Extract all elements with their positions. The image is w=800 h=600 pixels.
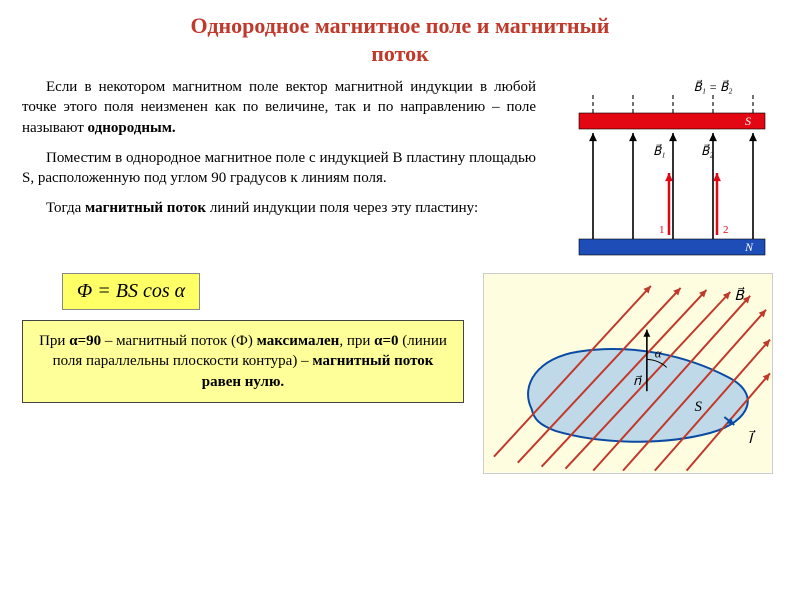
note-e: , при — [339, 333, 374, 349]
formula-text: Φ = BS cos α — [77, 280, 185, 302]
para-1: Если в некотором магнитном поле вектор м… — [22, 77, 536, 138]
svg-text:B⃗₁: B⃗₁ — [653, 143, 665, 158]
note-box: При α=90 – магнитный поток (Ф) максимале… — [22, 320, 464, 403]
figure-1-magnet: S N 1 2 B⃗₁ = B⃗₂ B⃗₁ B⃗₂ — [553, 77, 773, 267]
note-b: α=90 — [69, 333, 101, 349]
row-1: Если в некотором магнитном поле вектор м… — [22, 77, 778, 267]
para-3a: Тогда — [46, 200, 85, 216]
svg-text:S: S — [745, 114, 751, 128]
title-line-1: Однородное магнитное поле и магнитный — [191, 13, 610, 38]
svg-text:N: N — [744, 240, 754, 254]
svg-text:2: 2 — [723, 224, 729, 236]
svg-text:1: 1 — [659, 224, 665, 236]
svg-text:B⃗₁ = B⃗₂: B⃗₁ = B⃗₂ — [694, 79, 733, 94]
title-line-2: поток — [371, 41, 429, 66]
note-a: При — [39, 333, 69, 349]
slide-title: Однородное магнитное поле и магнитный по… — [22, 12, 778, 67]
paragraph-column: Если в некотором магнитном поле вектор м… — [22, 77, 536, 267]
formula-box: Φ = BS cos α — [62, 273, 200, 310]
figure-1-column: S N 1 2 B⃗₁ = B⃗₂ B⃗₁ B⃗₂ — [548, 77, 778, 267]
left-column: Φ = BS cos α При α=90 – магнитный поток … — [22, 273, 464, 403]
figure-2-flux: αB⃗n⃗SI⃗ — [483, 273, 773, 474]
para-1-bold: однородным. — [88, 120, 176, 136]
slide: Однородное магнитное поле и магнитный по… — [0, 0, 800, 600]
note-c: – магнитный поток (Ф) — [101, 333, 257, 349]
svg-text:S: S — [695, 399, 703, 415]
svg-text:α: α — [655, 346, 662, 360]
figure-2-column: αB⃗n⃗SI⃗ — [478, 273, 778, 474]
note-f: α=0 — [374, 333, 398, 349]
para-3c: линий индукции поля через эту пластину: — [206, 200, 478, 216]
para-2: Поместим в однородное магнитное поле с и… — [22, 148, 536, 189]
note-d: максимален — [257, 333, 340, 349]
svg-text:n⃗: n⃗ — [633, 374, 642, 388]
svg-text:B⃗: B⃗ — [734, 286, 745, 304]
row-2: Φ = BS cos α При α=90 – магнитный поток … — [22, 273, 778, 474]
svg-text:B⃗₂: B⃗₂ — [701, 143, 713, 158]
para-3b: магнитный поток — [85, 200, 206, 216]
para-3: Тогда магнитный поток линий индукции пол… — [22, 198, 536, 218]
